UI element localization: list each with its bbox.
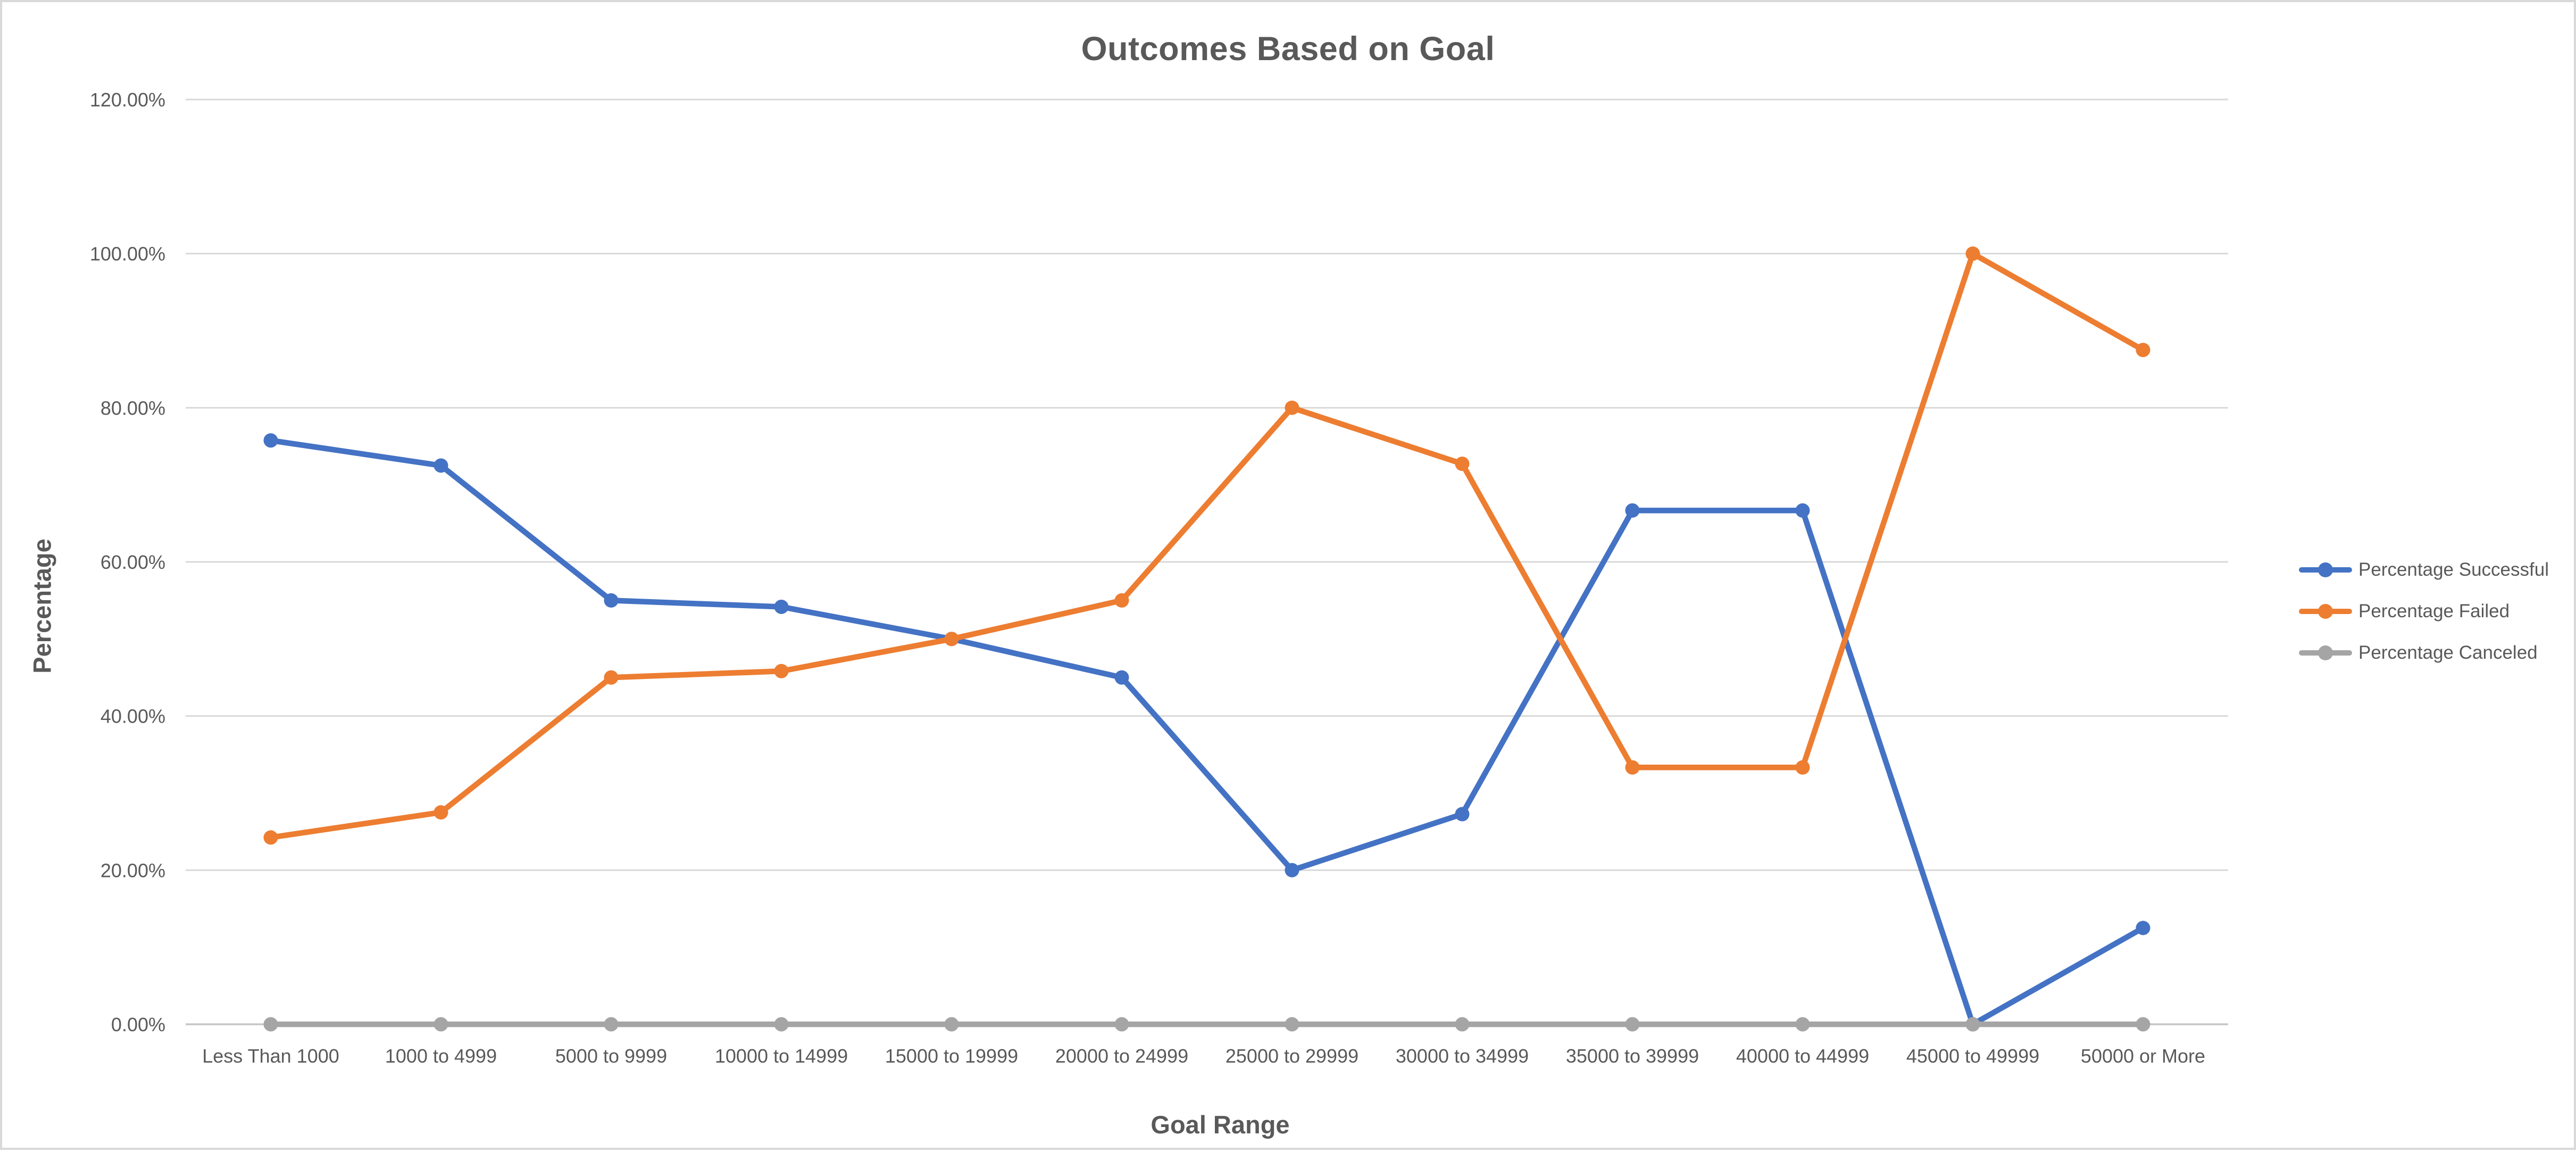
data-point-percentage-successful	[263, 433, 278, 448]
x-tick-label: 25000 to 29999	[1226, 1045, 1358, 1067]
legend-marker-icon	[2299, 643, 2352, 662]
data-point-percentage-successful	[1285, 863, 1299, 877]
y-tick-label: 0.00%	[111, 1014, 165, 1035]
x-tick-label: 50000 or More	[2081, 1045, 2205, 1067]
y-axis-title: Percentage	[28, 538, 56, 674]
x-tick-label: 5000 to 9999	[555, 1045, 667, 1067]
data-point-percentage-failed	[1455, 457, 1470, 471]
data-point-percentage-failed	[944, 632, 959, 647]
data-point-percentage-canceled	[2136, 1017, 2150, 1032]
data-point-percentage-failed	[1114, 593, 1129, 608]
legend-dot-swatch	[2318, 645, 2333, 660]
data-point-percentage-canceled	[1625, 1017, 1640, 1032]
data-point-percentage-failed	[1795, 760, 1810, 775]
x-axis-title: Goal Range	[1151, 1110, 1290, 1139]
data-point-percentage-successful	[433, 458, 448, 473]
y-tick-label: 120.00%	[90, 89, 165, 111]
y-tick-label: 40.00%	[101, 706, 165, 727]
data-point-percentage-failed	[433, 805, 448, 820]
y-tick-label: 60.00%	[101, 551, 165, 573]
data-point-percentage-failed	[263, 830, 278, 845]
data-point-percentage-successful	[2136, 921, 2150, 935]
x-tick-label: 45000 to 49999	[1906, 1045, 2039, 1067]
data-point-percentage-canceled	[1455, 1017, 1470, 1032]
data-point-percentage-failed	[2136, 343, 2150, 358]
data-point-percentage-successful	[774, 599, 789, 614]
legend-item-percentage-canceled: Percentage Canceled	[2299, 642, 2549, 663]
data-point-percentage-canceled	[1965, 1017, 1980, 1032]
legend-marker-icon	[2299, 602, 2352, 621]
x-tick-label: 35000 to 39999	[1566, 1045, 1699, 1067]
data-point-percentage-successful	[1455, 807, 1470, 822]
data-point-percentage-canceled	[944, 1017, 959, 1032]
data-point-percentage-successful	[1795, 503, 1810, 518]
data-point-percentage-canceled	[1285, 1017, 1299, 1032]
legend-marker-icon	[2299, 560, 2352, 579]
legend: Percentage Successful Percentage Failed Pe…	[2299, 559, 2549, 685]
legend-dot-swatch	[2318, 562, 2333, 577]
data-point-percentage-successful	[1625, 503, 1640, 518]
data-point-percentage-failed	[1965, 246, 1980, 261]
data-point-percentage-failed	[1625, 760, 1640, 775]
data-point-percentage-canceled	[604, 1017, 619, 1032]
chart-title: Outcomes Based on Goal	[1081, 30, 1495, 68]
y-tick-label: 100.00%	[90, 243, 165, 265]
x-tick-label: Less Than 1000	[202, 1045, 339, 1067]
legend-item-percentage-successful: Percentage Successful	[2299, 559, 2549, 580]
x-tick-label: 10000 to 14999	[715, 1045, 848, 1067]
x-tick-label: 1000 to 4999	[385, 1045, 497, 1067]
data-point-percentage-canceled	[263, 1017, 278, 1032]
data-point-percentage-canceled	[1114, 1017, 1129, 1032]
x-tick-label: 20000 to 24999	[1055, 1045, 1188, 1067]
x-tick-label: 15000 to 19999	[885, 1045, 1018, 1067]
data-point-percentage-successful	[604, 593, 619, 608]
data-point-percentage-failed	[774, 664, 789, 678]
y-tick-label: 20.00%	[101, 859, 165, 881]
series-line-percentage-failed	[268, 251, 2146, 841]
legend-label: Percentage Failed	[2358, 601, 2510, 621]
legend-item-percentage-failed: Percentage Failed	[2299, 601, 2549, 621]
data-point-percentage-successful	[1114, 670, 1129, 685]
legend-dot-swatch	[2318, 604, 2333, 619]
data-point-percentage-failed	[1285, 400, 1299, 415]
legend-label: Percentage Canceled	[2358, 642, 2538, 663]
data-point-percentage-canceled	[433, 1017, 448, 1032]
series-line-percentage-successful	[268, 437, 2146, 1027]
data-point-percentage-canceled	[1795, 1017, 1810, 1032]
y-tick-label: 80.00%	[101, 397, 165, 419]
x-tick-label: 40000 to 44999	[1736, 1045, 1869, 1067]
legend-label: Percentage Successful	[2358, 559, 2549, 580]
data-point-percentage-failed	[604, 670, 619, 685]
data-point-percentage-canceled	[774, 1017, 789, 1032]
x-tick-label: 30000 to 34999	[1396, 1045, 1529, 1067]
